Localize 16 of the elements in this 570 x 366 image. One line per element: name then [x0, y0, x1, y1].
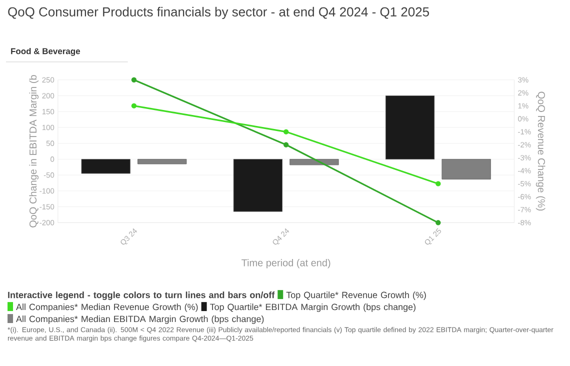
point [283, 142, 289, 148]
text: Food & Beverage [11, 48, 80, 56]
point [283, 128, 289, 134]
x-axis-title: Time period (at end) [242, 258, 330, 268]
chart-title: QoQ Consumer Products financials by sector - at end Q4 2024 - Q1 2025 [8, 6, 429, 19]
legend-label: Top Quartile* EBITDA Margin Growth (bps change) [210, 303, 416, 312]
y-axis-title: QoQ Change in EBITDA Margin (b [29, 74, 39, 228]
legend-label: All Companies* Median Revenue Growth (%) [16, 303, 198, 312]
point [436, 180, 441, 186]
legend-title: Interactive legend - toggle colors to turn lines and bars on/off [8, 291, 275, 300]
point [131, 103, 137, 108]
point [131, 77, 137, 82]
legend-label: Top Quartile* Revenue Growth (%) [286, 291, 426, 300]
legend-label: All Companies* Median EBITDA Margin Growth (bps change) [16, 315, 264, 324]
point [436, 220, 441, 226]
y2-axis-title: QoQ Revenue Change (%) [536, 92, 546, 210]
